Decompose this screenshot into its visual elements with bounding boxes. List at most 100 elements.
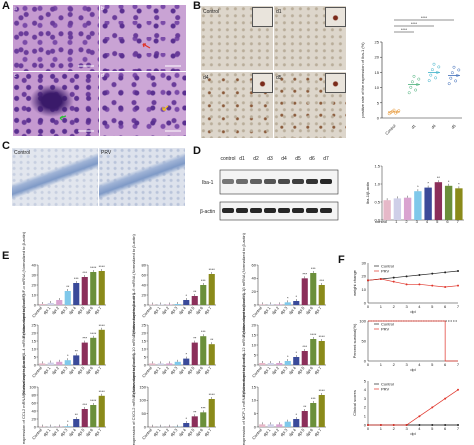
bar — [64, 426, 71, 427]
bar — [174, 361, 181, 365]
y-tick-label: 20 — [375, 55, 380, 60]
y-tick-label: 0.0 — [374, 217, 380, 222]
panel-label-a: A — [2, 0, 10, 12]
data-point — [418, 424, 421, 426]
y-axis-label: Relative expression of IL-1β mRNA (Norma… — [241, 232, 246, 337]
data-point — [437, 65, 441, 69]
y-tick-label: 15 — [375, 70, 380, 75]
bar — [276, 424, 283, 427]
blot-band — [306, 179, 318, 184]
data-point — [392, 424, 395, 426]
y-tick-label: 0 — [34, 302, 37, 307]
x-tick-label: dpi 6 — [305, 427, 315, 437]
x-tick-label: dpi 7 — [203, 365, 213, 375]
y-tick-label: 20 — [32, 330, 37, 335]
data-point — [452, 65, 456, 69]
y-tick-label: 0 — [254, 424, 257, 429]
y-tick-label: 10 — [362, 287, 367, 292]
x-tick-label: 7 — [457, 362, 460, 367]
y-tick-label: 100 — [359, 318, 366, 323]
bar — [318, 395, 325, 427]
data-point — [457, 68, 461, 72]
significance-label: * — [458, 181, 460, 186]
legend-label: Control — [381, 381, 394, 386]
sub-label-c: c — [14, 73, 17, 79]
bar — [383, 200, 391, 220]
x-tick-label: dpi 3 — [169, 305, 179, 315]
bar — [259, 363, 266, 365]
bar — [301, 411, 308, 427]
x-tick-label: dpi 3 — [279, 427, 289, 437]
y-tick-label: 10 — [252, 398, 257, 403]
x-tick-label: dpi 7 — [313, 305, 323, 315]
y-tick-label: 20 — [32, 282, 37, 287]
y-tick-label: 20 — [252, 289, 257, 294]
blot-band — [236, 179, 248, 184]
y-axis-label: Iba-1/β-actin — [365, 182, 370, 204]
y-axis-label: Relative expression of IL-12 mRNA (Norma… — [241, 292, 246, 397]
significance-label: **** — [401, 27, 408, 32]
bar — [98, 395, 105, 427]
bar — [318, 341, 325, 365]
x-tick-label: dpi 5 — [186, 365, 196, 375]
significance-label: *** — [82, 336, 87, 341]
significance-label: * — [287, 295, 289, 300]
data-point — [444, 397, 447, 400]
x-tick-label: 7 — [457, 304, 460, 309]
x-tick-label: dpi 6 — [195, 305, 205, 315]
bar — [414, 191, 422, 220]
bar — [284, 361, 291, 365]
significance-label: ** — [66, 284, 70, 289]
legend-label: Control — [381, 321, 394, 326]
significance-label: * — [295, 294, 297, 299]
panel-label-f: F — [338, 254, 345, 266]
x-tick-label: dpi 3 — [59, 427, 69, 437]
x-tick-label: dpi 2 — [161, 365, 171, 375]
x-tick-label: dpi 1 — [42, 365, 52, 375]
y-tick-label: 20 — [362, 274, 367, 279]
x-tick-label: dpi 2 — [51, 305, 61, 315]
y-tick-label: 0 — [144, 424, 147, 429]
y-tick-label: 50 — [142, 411, 147, 416]
x-tick-label: dpi 5 — [186, 427, 196, 437]
y-tick-label: 0 — [364, 358, 367, 363]
y-tick-label: 80 — [32, 392, 37, 397]
y-tick-label: 2 — [364, 405, 367, 410]
bar — [149, 304, 156, 305]
blot-band — [320, 179, 332, 184]
data-point — [392, 108, 396, 112]
significance-label: **** — [90, 331, 97, 336]
bar — [208, 274, 215, 305]
bar — [183, 423, 190, 427]
inset-d1 — [325, 7, 346, 27]
y-tick-label: 10 — [252, 342, 257, 347]
y-tick-label: 5 — [254, 411, 257, 416]
x-tick-label: dpi 4 — [68, 305, 78, 315]
significance-label: *** — [302, 344, 307, 349]
y-tick-label: 15 — [142, 338, 147, 343]
bar — [73, 283, 80, 305]
x-tick-label: 2 — [393, 362, 396, 367]
y-tick-label: 5 — [364, 378, 367, 383]
x-tick-label: dpi 6 — [85, 427, 95, 437]
data-point — [431, 272, 434, 275]
bar — [200, 412, 207, 427]
x-tick-label: dpi 6 — [85, 365, 95, 375]
significance-label: **** — [319, 334, 326, 339]
lane-label: d2 — [253, 156, 259, 162]
bar — [64, 360, 71, 365]
significance-label: ** — [193, 409, 197, 414]
bar — [39, 363, 46, 365]
panel-label-b: B — [193, 0, 201, 12]
blot-band — [236, 208, 248, 213]
x-tick-label: dpi 6 — [85, 305, 95, 315]
y-tick-label: 10 — [142, 346, 147, 351]
bar — [183, 358, 190, 365]
lane-label: d7 — [323, 156, 329, 162]
significance-label: *** — [302, 271, 307, 276]
bar — [393, 198, 402, 220]
lane-label: d1 — [239, 156, 245, 162]
x-tick-label: dpi 6 — [305, 305, 315, 315]
y-axis-label: positive rate of the expression of Iba-1… — [360, 42, 365, 118]
